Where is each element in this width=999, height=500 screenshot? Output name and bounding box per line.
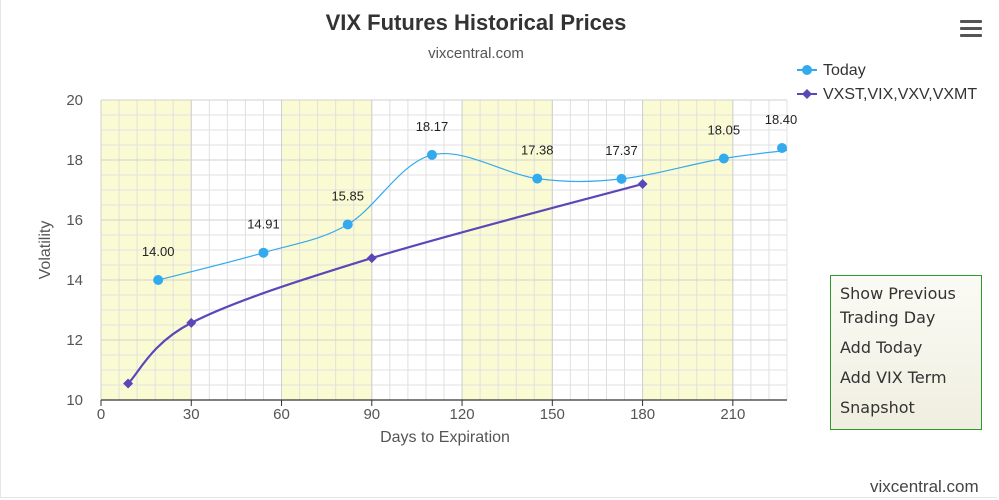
menu-bar-bottom xyxy=(960,34,982,37)
series-today-point xyxy=(153,275,164,285)
data-label-today: 17.38 xyxy=(521,143,554,158)
series-today-point xyxy=(426,149,437,160)
legend-label-term: VXST,VIX,VXV,VXMT xyxy=(823,86,977,103)
y-tick-label: 18 xyxy=(66,152,83,169)
legend: Today VXST,VIX,VXV,VXMT xyxy=(797,62,977,103)
y-tick-label: 14 xyxy=(66,272,83,289)
menu-item-add-today[interactable]: Add Today xyxy=(840,338,923,357)
y-tick-label: 16 xyxy=(66,212,83,229)
data-label-today: 18.17 xyxy=(416,119,449,134)
y-axis-title: Volatility xyxy=(37,221,54,280)
series-today-point xyxy=(532,173,543,184)
chart-title: VIX Futures Historical Prices xyxy=(326,10,627,35)
series-term-point xyxy=(186,317,197,328)
x-tick-label: 120 xyxy=(450,406,475,423)
x-axis-title: Days to Expiration xyxy=(380,429,510,446)
hamburger-menu-icon[interactable] xyxy=(960,20,984,42)
y-tick-label: 10 xyxy=(66,392,83,409)
data-label-today: 15.85 xyxy=(331,189,364,204)
legend-marker-term xyxy=(802,89,812,99)
series-term-point xyxy=(637,179,648,189)
menu-bar-middle xyxy=(960,27,982,30)
series-today-point xyxy=(718,153,729,164)
data-label-today: 14.00 xyxy=(142,244,175,259)
x-tick-label: 30 xyxy=(183,406,200,423)
y-tick-label: 20 xyxy=(66,92,83,109)
legend-marker-today xyxy=(802,65,812,75)
legend-label-today: Today xyxy=(823,62,866,79)
chart-subtitle: vixcentral.com xyxy=(428,45,524,62)
series-today-point xyxy=(258,247,269,258)
axes: 0 30 60 90 120 150 180 210 10 12 14 16 18 20 xyxy=(66,92,787,423)
menu-item-add-vix-term[interactable]: Add VIX Term xyxy=(840,368,947,387)
chart-context-menu: Show Previous Trading Day Add Today Add … xyxy=(830,275,982,430)
x-tick-label: 90 xyxy=(363,406,380,423)
series-term-line xyxy=(127,182,643,385)
x-tick-label: 210 xyxy=(720,406,745,423)
x-tick-label: 0 xyxy=(97,406,105,423)
series-today-point xyxy=(342,219,353,230)
data-label-today: 17.37 xyxy=(605,143,638,158)
legend-item-today[interactable]: Today xyxy=(797,62,866,79)
data-labels: 14.00 14.91 15.85 18.17 17.38 17.37 18.05 18.40 xyxy=(142,112,797,259)
series-today-point xyxy=(616,173,627,184)
series-today-point-edge xyxy=(777,143,787,153)
y-tick-label: 12 xyxy=(66,332,83,349)
menu-item-show-previous-trading-day[interactable]: Show Previous Trading Day xyxy=(840,284,956,327)
grid-lines xyxy=(100,99,788,401)
data-label-today-edge: 18.40 xyxy=(765,112,798,127)
series-today-line xyxy=(158,149,787,281)
menu-item-snapshot[interactable]: Snapshot xyxy=(840,398,915,417)
data-label-today: 18.05 xyxy=(708,123,741,138)
series-term-point xyxy=(366,253,377,264)
data-label-today: 14.91 xyxy=(247,217,280,232)
series-term-point xyxy=(123,378,134,389)
menu-bar-top xyxy=(960,20,982,23)
legend-item-term[interactable]: VXST,VIX,VXV,VXMT xyxy=(797,86,977,103)
x-tick-label: 150 xyxy=(540,406,565,423)
x-tick-label: 180 xyxy=(630,406,655,423)
credits-link[interactable]: vixcentral.com xyxy=(870,477,979,496)
x-tick-label: 60 xyxy=(273,406,290,423)
series-layer xyxy=(123,143,787,389)
